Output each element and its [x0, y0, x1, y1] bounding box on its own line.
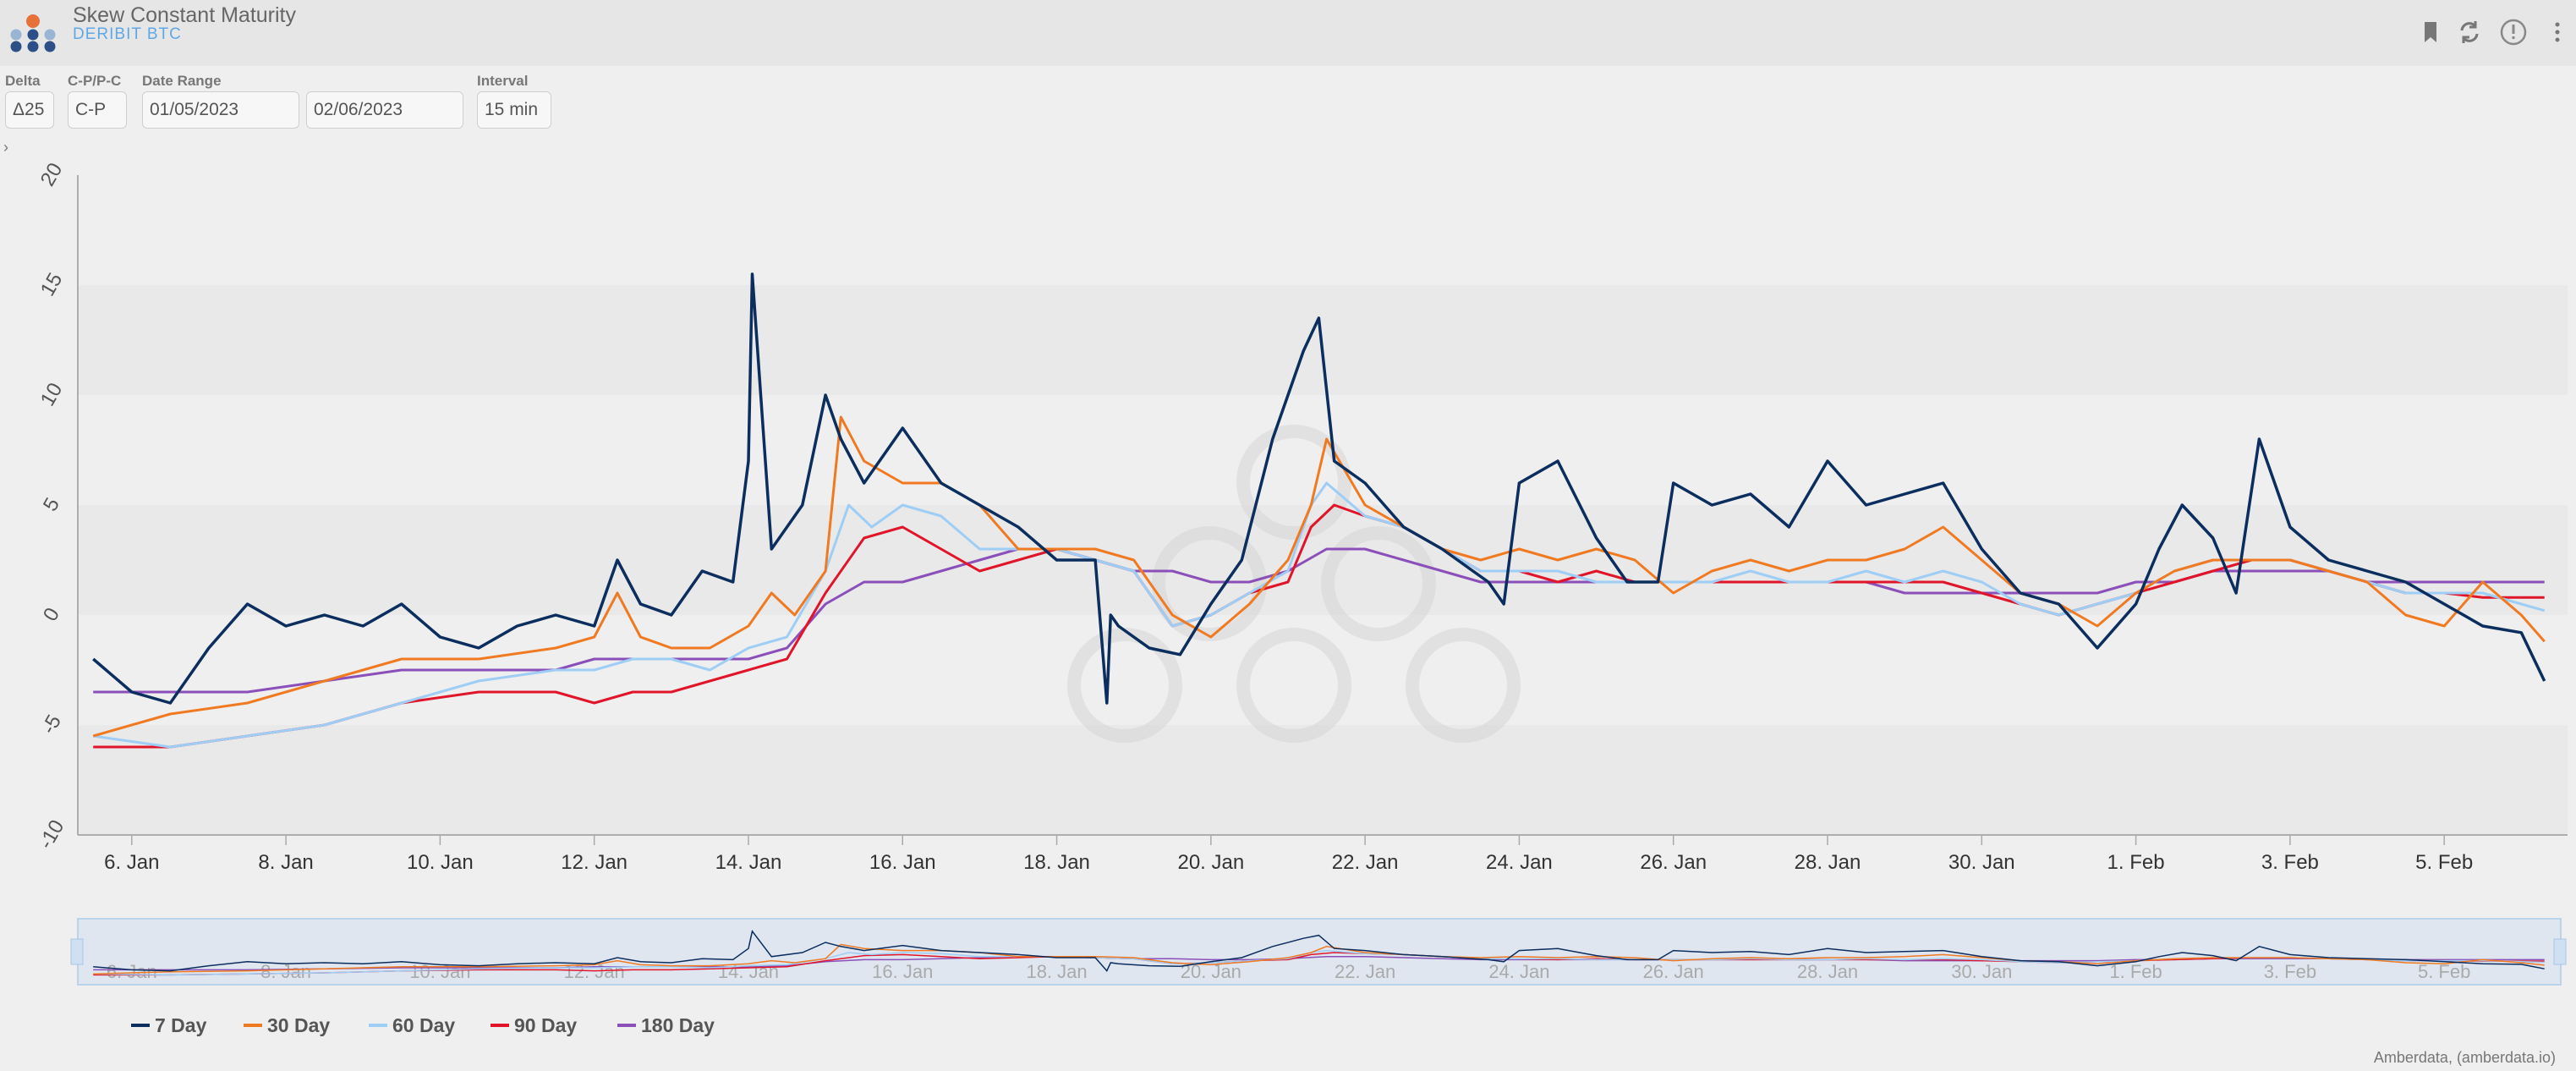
- x-tick-label: 24. Jan: [1486, 851, 1553, 874]
- navigator-tick-label: 8. Jan: [260, 961, 311, 982]
- legend-item-60-day[interactable]: 60 Day: [369, 1014, 455, 1036]
- y-tick-label: 15: [36, 269, 68, 300]
- navigator-tick-label: 24. Jan: [1488, 961, 1549, 982]
- navigator-handle-left[interactable]: [70, 938, 84, 965]
- cp-select[interactable]: C-P: [68, 91, 127, 129]
- x-tick-label: 30. Jan: [1948, 851, 2015, 874]
- legend-label: 60 Day: [392, 1014, 455, 1036]
- y-tick-label: -5: [37, 711, 66, 738]
- x-tick-label: 5. Feb: [2415, 851, 2473, 874]
- date-range-label: Date Range: [142, 73, 222, 89]
- more-icon[interactable]: [2542, 17, 2573, 47]
- x-tick-label: 3. Feb: [2261, 851, 2319, 874]
- bookmark-icon[interactable]: [2415, 17, 2446, 47]
- refresh-icon[interactable]: [2454, 17, 2485, 47]
- navigator-tick-label: 26. Jan: [1643, 961, 1704, 982]
- x-tick-label: 6. Jan: [104, 851, 159, 874]
- navigator-tick-label: 18. Jan: [1026, 961, 1087, 982]
- credit-text: Amberdata, (amberdata.io): [2373, 1049, 2556, 1066]
- header-bar: Skew Constant Maturity DERIBIT BTC: [0, 0, 2576, 66]
- legend-item-30-day[interactable]: 30 Day: [244, 1014, 330, 1036]
- x-tick-label: 22. Jan: [1332, 851, 1399, 874]
- navigator-tick-label: 16. Jan: [872, 961, 933, 982]
- series-line-30-day: [92, 415, 2546, 738]
- x-tick-label: 20. Jan: [1177, 851, 1244, 874]
- navigator-tick-label: 28. Jan: [1797, 961, 1858, 982]
- navigator-line-30-day: [93, 943, 2545, 975]
- x-tick-label: 16. Jan: [869, 851, 936, 874]
- x-tick-label: 18. Jan: [1023, 851, 1090, 874]
- delta-label: Delta: [5, 73, 41, 89]
- watermark-logo: [1067, 425, 1521, 743]
- y-tick-label: 0: [39, 604, 64, 625]
- x-tick-label: 26. Jan: [1640, 851, 1707, 874]
- interval-select[interactable]: 15 min: [477, 91, 551, 129]
- x-tick-label: 1. Feb: [2107, 851, 2165, 874]
- plot-band: [78, 285, 2568, 395]
- series-line-7-day: [92, 272, 2546, 705]
- x-tick-label: 8. Jan: [258, 851, 313, 874]
- legend-label: 30 Day: [267, 1014, 330, 1036]
- delta-select[interactable]: Δ25: [5, 91, 54, 129]
- x-tick-label: 28. Jan: [1795, 851, 1861, 874]
- y-tick-label: -10: [35, 816, 69, 854]
- date-from-input[interactable]: 01/05/2023: [142, 91, 299, 129]
- legend-item-180-day[interactable]: 180 Day: [617, 1014, 715, 1036]
- navigator-tick-label: 30. Jan: [1951, 961, 2012, 982]
- y-tick-label: 10: [36, 379, 68, 410]
- navigator-handle-right[interactable]: [2553, 938, 2567, 965]
- info-icon[interactable]: [2498, 17, 2529, 47]
- x-tick-label: 10. Jan: [407, 851, 474, 874]
- navigator-tick-label: 1. Feb: [2109, 961, 2162, 982]
- plot-band: [78, 725, 2568, 835]
- navigator-tick-label: 3. Feb: [2264, 961, 2316, 982]
- legend-label: 180 Day: [641, 1014, 715, 1036]
- legend-item-90-day[interactable]: 90 Day: [491, 1014, 577, 1036]
- amberdata-logo: [10, 14, 56, 52]
- legend-label: 90 Day: [514, 1014, 577, 1036]
- app-title: Skew Constant Maturity: [73, 3, 296, 27]
- expand-chevron-icon[interactable]: ›: [3, 139, 8, 156]
- app-subtitle: DERIBIT BTC: [73, 25, 182, 43]
- navigator-tick-label: 5. Feb: [2418, 961, 2470, 982]
- cp-label: C-P/P-C: [68, 73, 122, 89]
- y-tick-label: 20: [36, 159, 68, 190]
- legend-label: 7 Day: [155, 1014, 207, 1036]
- y-tick-label: 5: [39, 494, 64, 515]
- x-tick-label: 14. Jan: [715, 851, 782, 874]
- interval-label: Interval: [477, 73, 529, 89]
- navigator-line-7-day: [93, 930, 2545, 972]
- date-to-input[interactable]: 02/06/2023: [306, 91, 463, 129]
- x-tick-label: 12. Jan: [561, 851, 628, 874]
- navigator-tick-label: 22. Jan: [1335, 961, 1395, 982]
- legend-item-7-day[interactable]: 7 Day: [131, 1014, 207, 1036]
- navigator-tick-label: 6. Jan: [107, 961, 157, 982]
